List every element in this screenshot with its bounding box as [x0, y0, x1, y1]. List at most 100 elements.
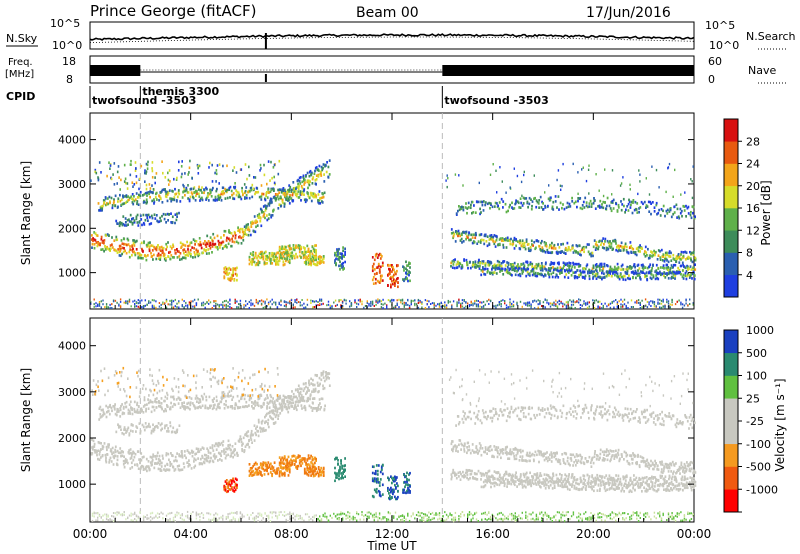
scatter-cell [390, 264, 392, 267]
scatter-cell [224, 187, 226, 191]
scatter-cell [671, 518, 673, 521]
noise-series [89, 33, 695, 49]
scatter-cell [474, 211, 477, 214]
scatter-cell [513, 247, 516, 250]
scatter-cell [582, 267, 584, 270]
scatter-cell [229, 306, 231, 308]
scatter-cell [323, 173, 325, 176]
scatter-cell [306, 250, 309, 253]
scatter-cell [156, 512, 159, 515]
scatter-cell [598, 275, 601, 279]
scatter-cell [248, 174, 251, 177]
frequency-panel: Freq. [MHz] 18 8 60 0 Nave [5, 55, 788, 86]
scatter-cell [315, 254, 317, 258]
scatter-cell [127, 300, 129, 303]
scatter-cell [501, 269, 503, 272]
scatter-cell [663, 274, 665, 278]
scatter-cell [283, 514, 286, 517]
scatter-cell [664, 306, 666, 309]
scatter-cell [229, 185, 232, 189]
scatter-cell [213, 304, 215, 307]
scatter-cell [338, 518, 340, 521]
scatter-cell [497, 263, 499, 267]
scatter-cell [110, 450, 113, 453]
scatter-cell [146, 216, 149, 220]
scatter-cell [541, 511, 543, 514]
scatter-cell [289, 515, 291, 518]
scatter-cell [377, 262, 380, 266]
scatter-cell [452, 234, 455, 238]
scatter-cell [310, 260, 312, 263]
scatter-cell [150, 244, 153, 247]
scatter-cell [254, 263, 257, 267]
scatter-cell [650, 202, 652, 205]
scatter-cell [646, 306, 649, 309]
scatter-cell [472, 302, 474, 305]
scatter-cell [337, 258, 339, 261]
scatter-cell [178, 250, 180, 253]
scatter-cell [166, 212, 169, 216]
scatter-cell [611, 300, 613, 303]
scatter-cell [605, 274, 608, 278]
scatter-cell [253, 176, 255, 179]
scatter-cell [486, 518, 488, 521]
scatter-cell [120, 178, 122, 182]
scatter-cell [111, 236, 113, 239]
scatter-cell [306, 298, 309, 301]
scatter-cell [140, 466, 142, 469]
scatter-cell [421, 306, 423, 309]
scatter-cell [313, 172, 316, 176]
scatter-cell [644, 255, 647, 258]
scatter-cell [104, 306, 106, 309]
scatter-cell [91, 452, 94, 455]
scatter-cell [286, 256, 289, 259]
scatter-cell [208, 252, 210, 255]
scatter-cell [386, 518, 388, 520]
scatter-cell [315, 263, 317, 267]
scatter-cell [305, 262, 307, 266]
scatter-cell [572, 513, 575, 516]
scatter-cell [583, 302, 585, 305]
scatter-cell [257, 515, 259, 518]
scatter-cell [182, 243, 185, 247]
scatter-cell [344, 247, 346, 251]
scatter-cell [103, 442, 106, 445]
scatter-cell [592, 303, 594, 306]
scatter-cell [437, 518, 439, 521]
scatter-cell [147, 213, 150, 217]
scatter-cell [288, 248, 291, 251]
scatter-cell [241, 227, 244, 231]
scatter-cell [688, 267, 690, 270]
scatter-cell [124, 457, 127, 461]
scatter-cell [173, 177, 175, 181]
scatter-cell [308, 183, 311, 187]
scatter-cell [629, 206, 632, 209]
scatter-cell [101, 447, 104, 451]
scatter-cell [188, 166, 191, 170]
scatter-cell [387, 284, 389, 287]
scatter-cell [150, 222, 153, 225]
scatter-cell [491, 271, 494, 275]
scatter-cell [424, 513, 427, 516]
scatter-cell [181, 298, 183, 301]
scatter-cell [623, 303, 626, 306]
scatter-cell [621, 275, 623, 279]
scatter-cell [634, 301, 636, 304]
scatter-cell [183, 450, 186, 453]
scatter-cell [269, 300, 272, 303]
scatter-cell [611, 200, 614, 203]
scatter-cell [559, 272, 561, 275]
scatter-cell [666, 263, 669, 267]
scatter-cell [307, 179, 310, 182]
scatter-cell [620, 264, 623, 268]
scatter-cell [303, 247, 306, 250]
scatter-cell [456, 231, 458, 235]
scatter-cell [105, 518, 108, 521]
scatter-cell [290, 299, 293, 302]
scatter-cell [567, 300, 569, 303]
scatter-cell [166, 245, 168, 249]
scatter-cell [142, 257, 144, 260]
scatter-cell [216, 164, 219, 167]
scatter-cell [674, 272, 677, 276]
